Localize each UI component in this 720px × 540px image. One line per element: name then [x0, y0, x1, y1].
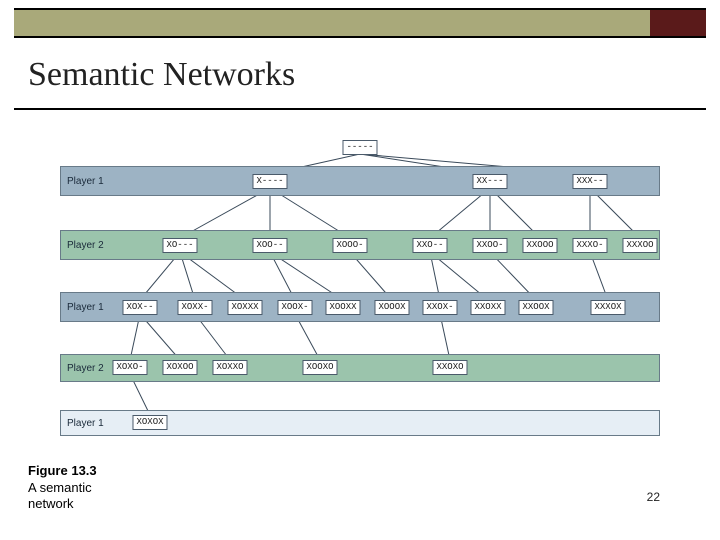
tree-node: XX---: [472, 174, 507, 189]
header-stripe-accent: [650, 10, 706, 36]
tree-node: XXOXO: [432, 360, 467, 375]
title-underline: [14, 108, 706, 110]
player-row-4: Player 2: [60, 354, 660, 382]
tree-node: XXOOO: [522, 238, 557, 253]
tree-diagram: Player 1 Player 2 Player 1 Player 2 Player 1…: [60, 132, 660, 452]
header-stripe: [14, 8, 706, 38]
tree-node: XXXOX: [590, 300, 625, 315]
tree-node: XOOO-: [332, 238, 367, 253]
tree-node: XOXXO: [212, 360, 247, 375]
tree-node: XXO--: [412, 238, 447, 253]
player-row-label: Player 1: [61, 302, 104, 313]
caption-line-3: network: [28, 496, 74, 511]
tree-node: XXOOX: [518, 300, 553, 315]
tree-node: XOOOX: [374, 300, 409, 315]
header-stripe-left: [14, 10, 650, 36]
tree-node: XOXOX: [132, 415, 167, 430]
tree-node: XOX--: [122, 300, 157, 315]
page-number: 22: [647, 490, 660, 504]
tree-node: -----: [342, 140, 377, 155]
figure-caption: Figure 13.3 A semantic network: [28, 463, 97, 512]
tree-node: XXXO-: [572, 238, 607, 253]
tree-node: XOXO-: [112, 360, 147, 375]
tree-node: XXOX-: [422, 300, 457, 315]
tree-node: XOOXO: [302, 360, 337, 375]
caption-line-2: A semantic: [28, 480, 92, 495]
tree-node: XOOXX: [325, 300, 360, 315]
player-row-label: Player 1: [61, 418, 104, 429]
tree-node: XXOXX: [470, 300, 505, 315]
tree-node: XO---: [162, 238, 197, 253]
player-row-label: Player 1: [61, 176, 104, 187]
tree-node: XOOX-: [277, 300, 312, 315]
player-row-label: Player 2: [61, 240, 104, 251]
tree-node: XXXOO: [622, 238, 657, 253]
player-row-1: Player 1: [60, 166, 660, 196]
tree-node: XOXXX: [227, 300, 262, 315]
tree-node: XOO--: [252, 238, 287, 253]
player-row-label: Player 2: [61, 363, 104, 374]
page-title: Semantic Networks: [28, 56, 295, 94]
tree-node: XOXX-: [177, 300, 212, 315]
tree-node: X----: [252, 174, 287, 189]
caption-bold: Figure 13.3: [28, 463, 97, 478]
tree-node: XOXOO: [162, 360, 197, 375]
tree-node: XXX--: [572, 174, 607, 189]
tree-node: XXOO-: [472, 238, 507, 253]
